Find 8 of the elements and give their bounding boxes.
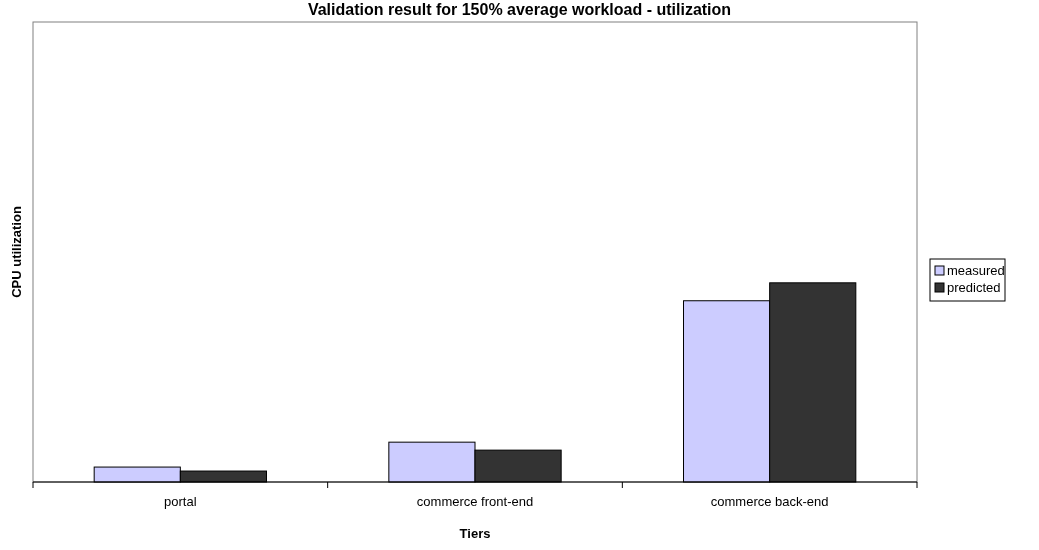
x-tick-label: commerce back-end (710, 494, 829, 509)
y-axis-title: CPU utilization (9, 206, 24, 298)
x-tick-label: portal (164, 494, 197, 509)
legend-label: measured (947, 263, 1005, 278)
legend-label: predicted (947, 280, 1001, 295)
x-tick-label: commerce front-end (416, 494, 534, 509)
chart-title: Validation result for 150% average workload - utilization (307, 1, 732, 18)
x-axis-title: Tiers (459, 526, 491, 541)
